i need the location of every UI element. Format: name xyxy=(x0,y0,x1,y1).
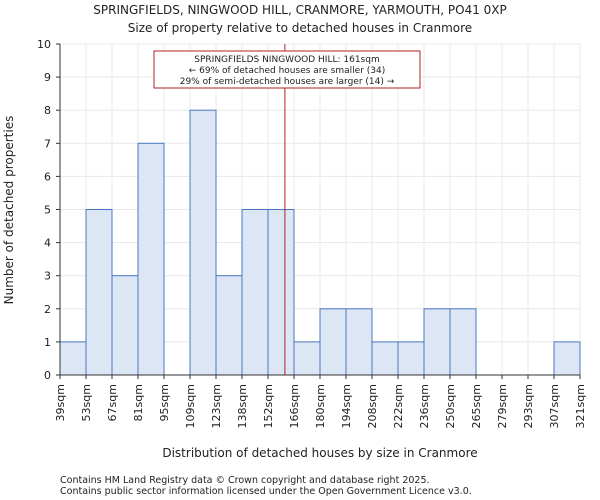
bars xyxy=(59,109,581,376)
bar xyxy=(293,341,321,376)
annotation-line-2: ← 69% of detached houses are smaller (34… xyxy=(189,66,386,76)
x-tick-label: 109sqm xyxy=(184,384,197,428)
x-tick-label: 95sqm xyxy=(158,384,171,421)
x-tick-label: 166sqm xyxy=(288,384,301,428)
x-tick-label: 208sqm xyxy=(366,384,379,428)
bar xyxy=(345,308,373,376)
y-axis-label: Number of detached properties xyxy=(2,116,16,305)
y-tick-label: 4 xyxy=(44,237,51,250)
bar xyxy=(267,209,295,376)
footer-line-2: Contains public sector information licen… xyxy=(60,486,472,497)
bar xyxy=(137,142,165,376)
annotation-line-3: 29% of semi-detached houses are larger (… xyxy=(180,77,395,87)
y-tick-label: 1 xyxy=(44,336,51,349)
x-tick-label: 250sqm xyxy=(444,384,457,428)
y-tick-label: 2 xyxy=(44,303,51,316)
bar xyxy=(449,308,477,376)
x-axis-label: Distribution of detached houses by size … xyxy=(162,446,477,460)
footer-line-1: Contains HM Land Registry data © Crown c… xyxy=(60,475,430,486)
y-tick-labels: 0 1 2 3 4 5 6 7 8 9 10 xyxy=(37,38,60,382)
bar xyxy=(241,209,269,376)
bar xyxy=(319,308,347,376)
annotation-line-1: SPRINGFIELDS NINGWOOD HILL: 161sqm xyxy=(194,55,379,65)
x-tick-label: 194sqm xyxy=(340,384,353,428)
x-tick-label: 222sqm xyxy=(392,384,405,428)
y-tick-label: 7 xyxy=(44,137,51,150)
y-tick-label: 10 xyxy=(37,38,51,51)
y-tick-label: 0 xyxy=(44,369,51,382)
x-tick-label: 81sqm xyxy=(132,384,145,421)
bar xyxy=(371,341,399,376)
bar xyxy=(423,308,451,376)
x-tick-label: 180sqm xyxy=(314,384,327,428)
x-tick-label: 138sqm xyxy=(236,384,249,428)
y-tick-label: 3 xyxy=(44,270,51,283)
x-tick-label: 67sqm xyxy=(106,384,119,421)
bar xyxy=(397,341,425,376)
x-tick-label: 321sqm xyxy=(574,384,587,428)
chart-subtitle: Size of property relative to detached ho… xyxy=(128,21,472,35)
annotation-box xyxy=(153,50,421,89)
x-tick-label: 279sqm xyxy=(496,384,509,428)
chart-title: SPRINGFIELDS, NINGWOOD HILL, CRANMORE, Y… xyxy=(93,3,507,17)
x-tick-label: 293sqm xyxy=(522,384,535,428)
bar xyxy=(59,341,87,376)
x-tick-labels: 39sqm 53sqm 67sqm 81sqm 95sqm 109sqm 123sqm 138… xyxy=(54,375,587,428)
y-tick-label: 5 xyxy=(44,204,51,217)
x-tick-label: 265sqm xyxy=(470,384,483,428)
bar xyxy=(189,109,217,376)
bar xyxy=(111,275,139,376)
x-tick-label: 307sqm xyxy=(548,384,561,428)
bar xyxy=(85,209,113,376)
y-tick-label: 9 xyxy=(44,71,51,84)
x-tick-label: 236sqm xyxy=(418,384,431,428)
bar xyxy=(553,341,581,376)
y-tick-label: 6 xyxy=(44,170,51,183)
x-tick-label: 39sqm xyxy=(54,384,67,421)
y-tick-label: 8 xyxy=(44,104,51,117)
x-tick-label: 53sqm xyxy=(80,384,93,421)
x-tick-label: 152sqm xyxy=(262,384,275,428)
bar xyxy=(215,275,243,376)
x-tick-label: 123sqm xyxy=(210,384,223,428)
